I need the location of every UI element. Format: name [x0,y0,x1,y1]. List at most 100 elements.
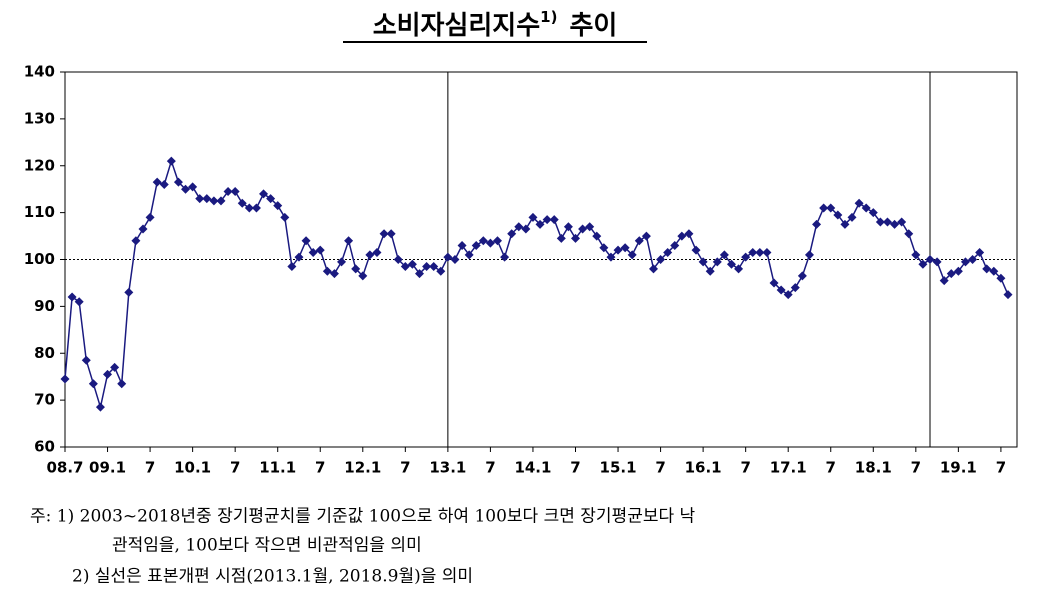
data-point [315,245,325,255]
data-point [868,208,878,218]
x-tick-label: 7 [655,459,665,477]
x-tick-label: 7 [570,459,580,477]
data-point [372,247,382,257]
x-tick-label: 7 [230,459,240,477]
data-point [549,215,559,225]
data-point [641,231,651,241]
data-point [407,259,417,269]
data-point [422,262,432,272]
y-tick-label: 60 [34,438,55,456]
data-point [1003,290,1013,300]
data-point [996,273,1006,283]
data-point [719,250,729,260]
data-point [946,269,956,279]
data-point [400,262,410,272]
data-point [890,219,900,229]
data-point [443,252,453,262]
data-point [748,247,758,257]
data-point [259,189,269,199]
data-point [684,229,694,239]
data-point [301,236,311,246]
data-point [308,247,318,257]
data-point [344,236,354,246]
data-point [358,271,368,281]
data-point [542,215,552,225]
x-tick-label: 19.1 [940,459,977,477]
data-point [705,266,715,276]
data-point [528,212,538,222]
data-point [514,222,524,232]
data-point [103,369,113,379]
data-point [152,177,162,187]
data-point [592,231,602,241]
x-tick-label: 7 [826,459,836,477]
data-point [237,198,247,208]
data-point [847,212,857,222]
data-point [875,217,885,227]
data-point [960,257,970,267]
data-point [982,264,992,274]
data-point [570,233,580,243]
x-tick-label: 12.1 [344,459,381,477]
data-point [953,266,963,276]
data-point [755,247,765,257]
data-point [337,257,347,267]
x-tick-label: 17.1 [770,459,807,477]
data-point [620,243,630,253]
data-point [535,219,545,229]
data-point [266,194,276,204]
data-point [188,182,198,192]
x-tick-label: 7 [485,459,495,477]
y-tick-label: 90 [34,297,55,315]
data-point [95,402,105,412]
data-point [251,203,261,213]
data-point [854,198,864,208]
data-point [294,252,304,262]
x-tick-label: 14.1 [514,459,551,477]
data-point [74,297,84,307]
data-point [734,264,744,274]
y-tick-label: 100 [24,250,55,268]
x-tick-label: 10.1 [174,459,211,477]
data-point [159,180,169,189]
data-point [861,203,871,213]
y-tick-label: 110 [24,203,55,221]
data-point [223,187,233,197]
y-tick-label: 140 [24,63,55,81]
data-point [365,250,375,260]
data-point [769,278,779,288]
chart-title: 소비자심리지수1) 추이 [373,8,618,41]
data-point [244,203,254,213]
data-point [216,196,226,206]
data-point [145,212,155,222]
title-suffix: 추이 [569,11,617,41]
data-point [166,156,176,166]
x-tick-label: 09.1 [89,459,126,477]
data-point [81,355,91,365]
x-tick-label: 7 [145,459,155,477]
x-tick-label: 7 [911,459,921,477]
data-point [783,290,793,300]
data-point [436,266,446,276]
y-tick-label: 70 [34,391,55,409]
data-point [521,224,531,234]
data-point [975,247,985,257]
data-point [110,362,120,372]
data-point [634,236,644,246]
data-point [500,252,510,262]
data-point [273,201,283,211]
data-point [925,255,935,264]
x-tick-label: 7 [400,459,410,477]
data-point [429,262,439,272]
data-point [691,245,701,255]
data-point [726,259,736,269]
data-point [287,262,297,272]
y-tick-label: 120 [24,156,55,174]
data-point [606,252,616,262]
data-point [882,217,892,227]
data-point [833,210,843,220]
data-point [379,229,389,239]
data-point [613,245,623,255]
data-point [663,247,673,257]
x-tick-label: 7 [315,459,325,477]
